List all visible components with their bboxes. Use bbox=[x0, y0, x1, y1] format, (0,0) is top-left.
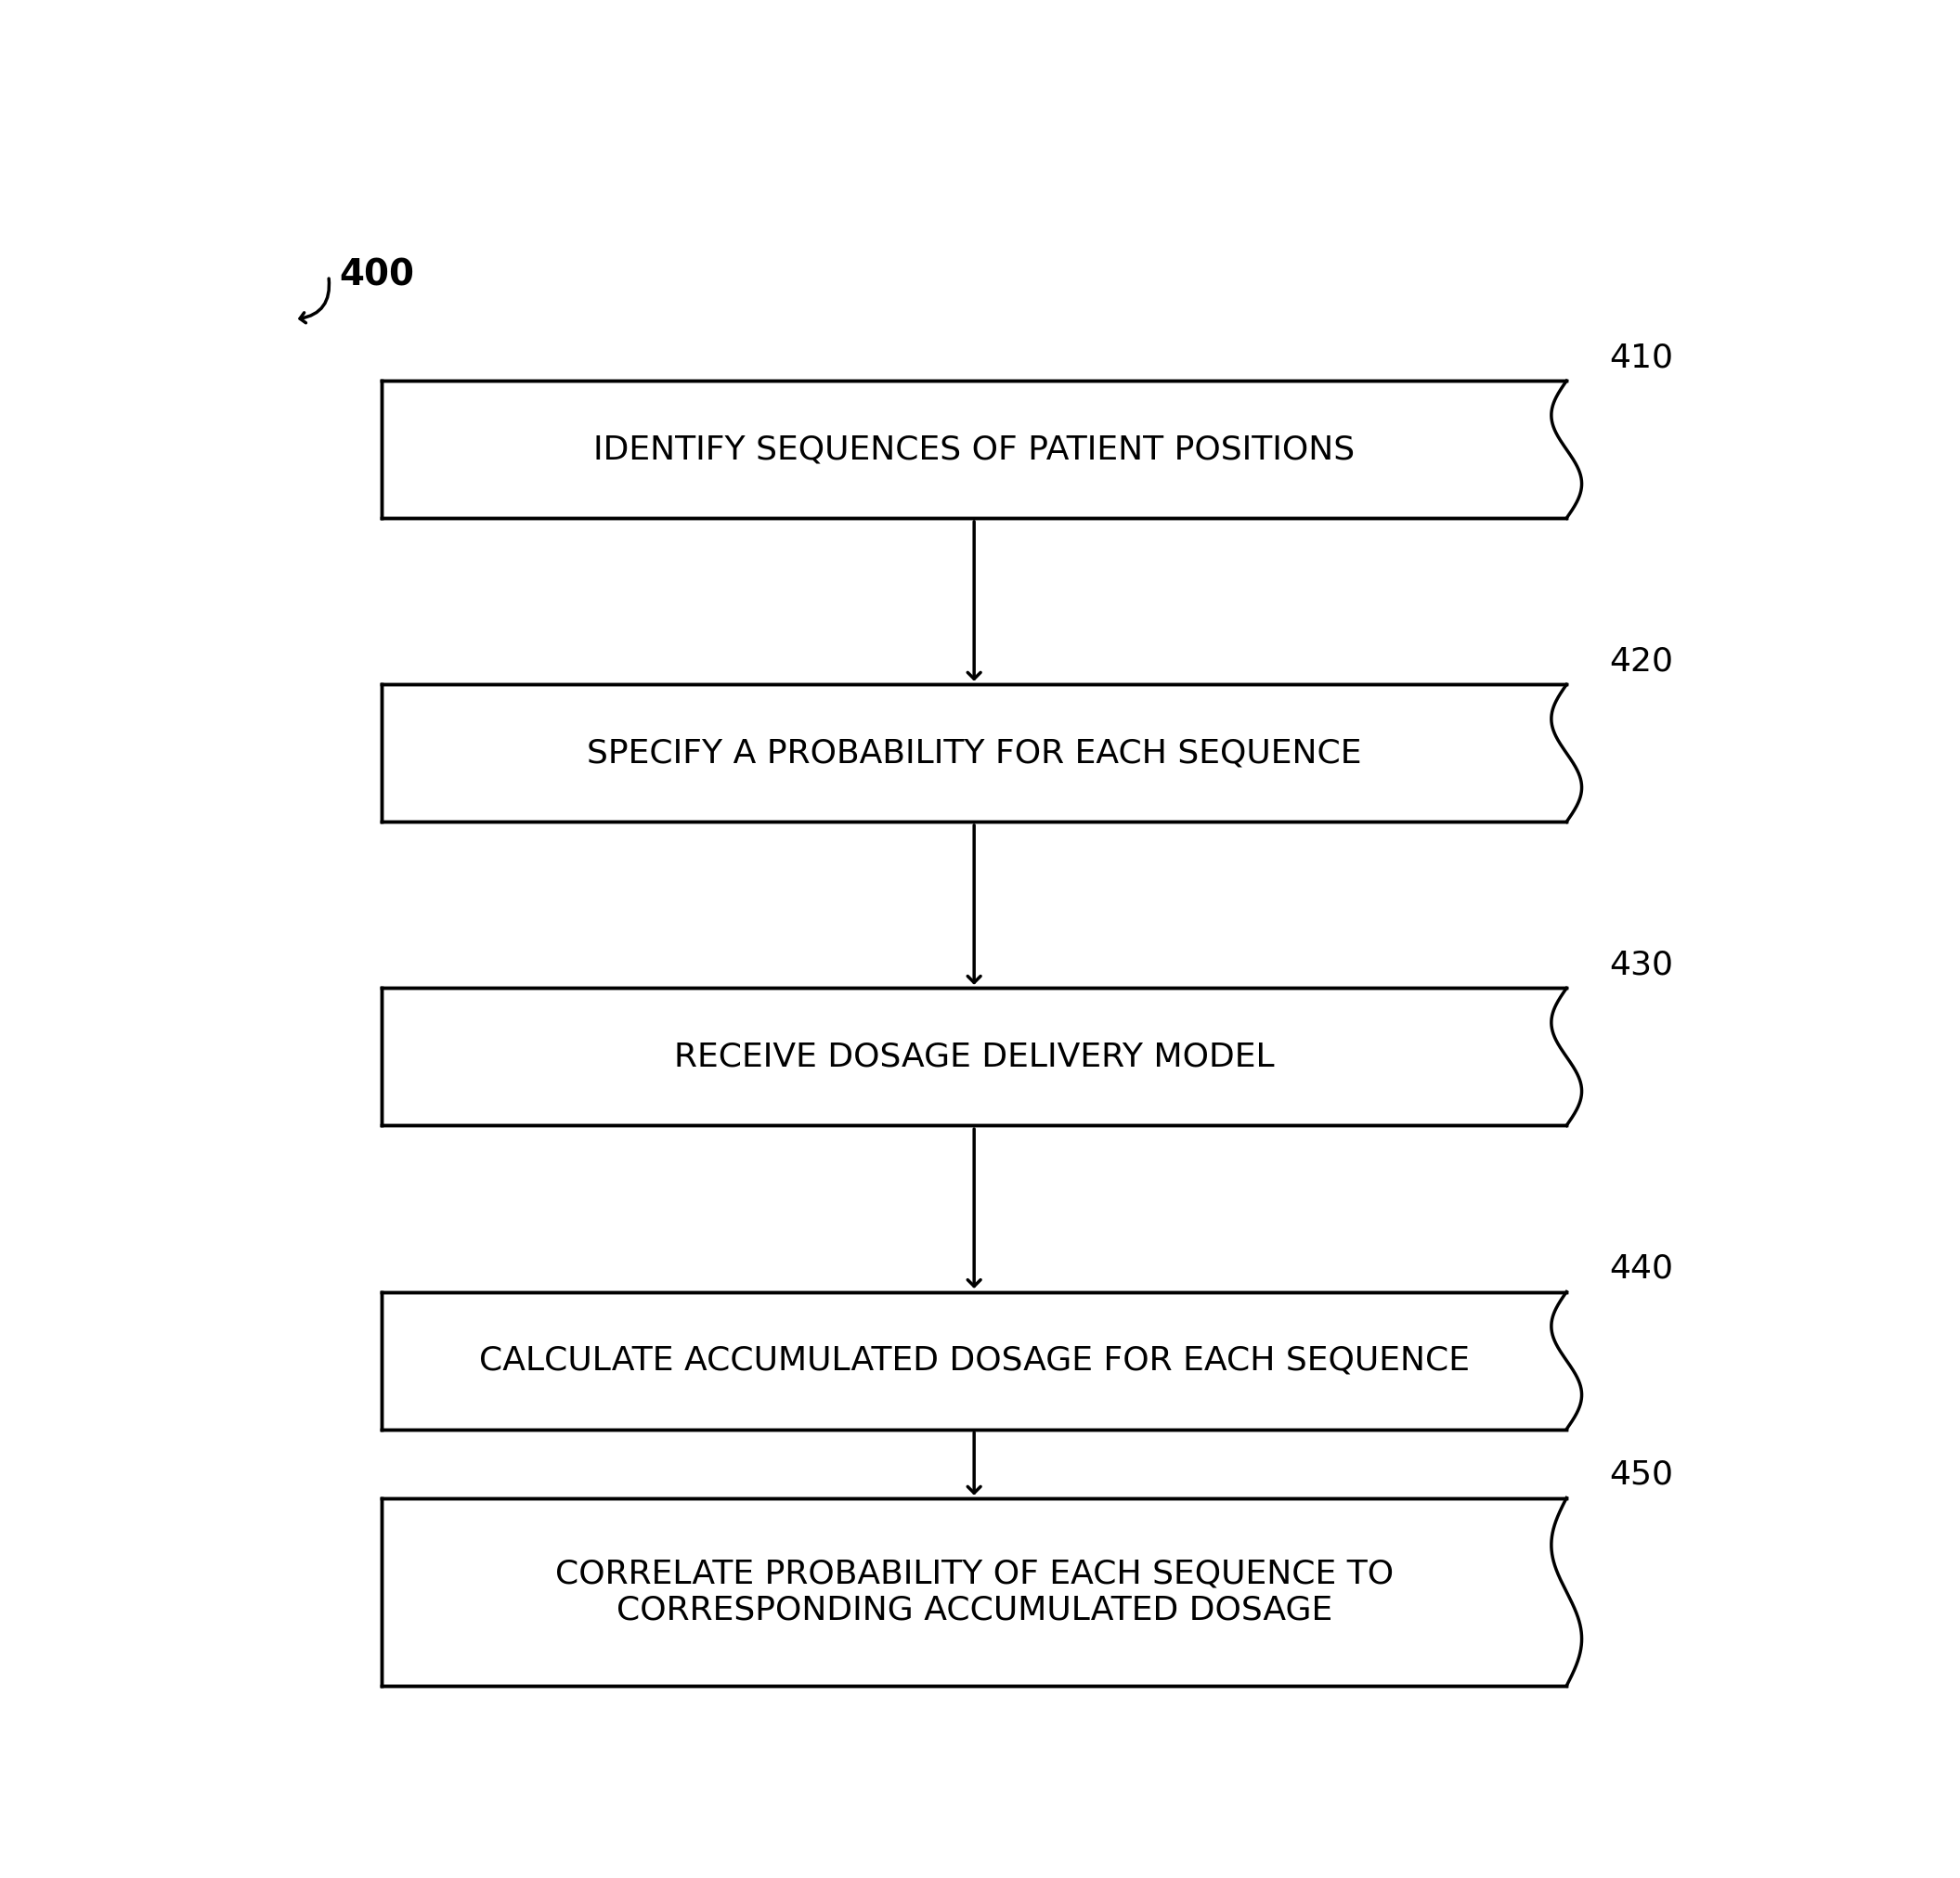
Text: CORRELATE PROBABILITY OF EACH SEQUENCE TO
CORRESPONDING ACCUMULATED DOSAGE: CORRELATE PROBABILITY OF EACH SEQUENCE T… bbox=[555, 1559, 1394, 1626]
Text: RECEIVE DOSAGE DELIVERY MODEL: RECEIVE DOSAGE DELIVERY MODEL bbox=[674, 1040, 1274, 1072]
Polygon shape bbox=[382, 684, 1566, 823]
Text: 420: 420 bbox=[1609, 646, 1674, 678]
Text: IDENTIFY SEQUENCES OF PATIENT POSITIONS: IDENTIFY SEQUENCES OF PATIENT POSITIONS bbox=[594, 434, 1354, 466]
Text: 410: 410 bbox=[1609, 342, 1674, 374]
Text: 400: 400 bbox=[339, 257, 414, 293]
Polygon shape bbox=[382, 988, 1566, 1125]
Text: SPECIFY A PROBABILITY FOR EACH SEQUENCE: SPECIFY A PROBABILITY FOR EACH SEQUENCE bbox=[586, 738, 1362, 768]
Polygon shape bbox=[382, 1292, 1566, 1429]
Text: 440: 440 bbox=[1609, 1253, 1674, 1285]
Text: CALCULATE ACCUMULATED DOSAGE FOR EACH SEQUENCE: CALCULATE ACCUMULATED DOSAGE FOR EACH SE… bbox=[478, 1345, 1470, 1377]
Text: 450: 450 bbox=[1609, 1459, 1674, 1491]
Text: 430: 430 bbox=[1609, 950, 1674, 980]
Polygon shape bbox=[382, 381, 1566, 518]
Polygon shape bbox=[382, 1499, 1566, 1686]
